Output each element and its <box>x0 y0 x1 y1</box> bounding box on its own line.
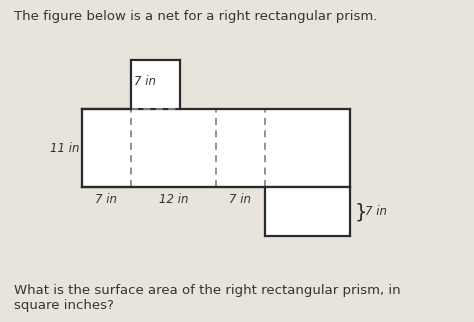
Text: What is the surface area of the right rectangular prism, in
square inches?: What is the surface area of the right re… <box>14 284 401 312</box>
Bar <box>131 60 181 109</box>
Text: 7 in: 7 in <box>95 193 117 206</box>
Text: 11 in: 11 in <box>50 142 80 155</box>
Text: 12 in: 12 in <box>159 193 188 206</box>
Bar <box>82 109 350 187</box>
Text: }: } <box>354 202 367 221</box>
Bar <box>265 187 350 236</box>
Text: 7 in: 7 in <box>365 205 387 218</box>
Bar <box>265 187 350 236</box>
Text: 7 in: 7 in <box>229 193 251 206</box>
Text: 7 in: 7 in <box>134 74 156 88</box>
Bar <box>131 60 181 109</box>
Text: The figure below is a net for a right rectangular prism.: The figure below is a net for a right re… <box>14 10 378 23</box>
